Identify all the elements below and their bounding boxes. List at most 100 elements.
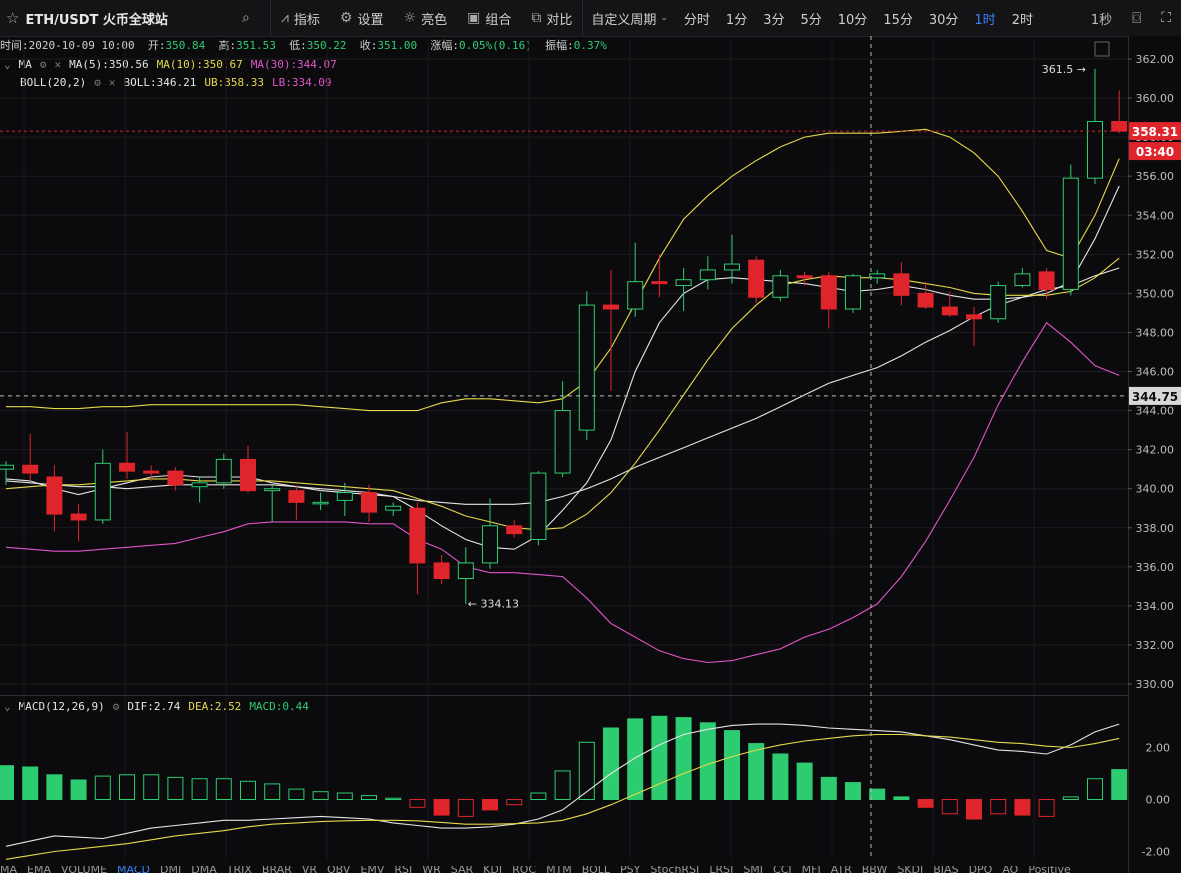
indicator-tab-29[interactable]: AO (1002, 866, 1019, 873)
gear-icon[interactable]: ⚙ (94, 75, 101, 89)
macd-bar (941, 799, 958, 815)
candle-body (869, 273, 886, 279)
indicator-tab-1[interactable]: EMA (27, 866, 51, 873)
macd-bar (409, 799, 426, 808)
period-tab-4[interactable]: 10分 (837, 12, 868, 28)
layout-button[interactable]: ▣ 组合 (457, 0, 521, 36)
macd-bar (0, 765, 14, 801)
layout-icon: ▣ (467, 10, 481, 26)
low-value: 350.22 (306, 39, 347, 52)
indicator-tab-2[interactable]: VOLUME (60, 866, 108, 873)
indicator-tab-4[interactable]: DMI (160, 866, 182, 873)
toolbar: ☆ ETH/USDT 火币全球站 ⌕ ⩘ 指标 ⚙ 设置 ☼ 亮色 ▣ 组合 ⧉… (0, 0, 1181, 37)
candle-body (1111, 121, 1128, 132)
boll-ub-value: UB:358.33 (204, 75, 264, 89)
macd-bar (288, 788, 305, 800)
indicator-tab-12[interactable]: WR (422, 866, 441, 873)
indicator-tab-0[interactable]: MA (0, 866, 18, 873)
indicator-tab-16[interactable]: MTM (546, 866, 572, 873)
layout-label: 组合 (485, 12, 512, 28)
refresh-rate[interactable]: 1秒 (1090, 12, 1113, 28)
indicator-tab-22[interactable]: CCI (773, 866, 792, 873)
candle-body (482, 525, 498, 564)
indicator-tab-23[interactable]: MFI (801, 866, 821, 873)
settings-button[interactable]: ⚙ 设置 (330, 0, 394, 36)
indicator-tab-28[interactable]: DPO (968, 866, 993, 873)
macd-bar (820, 776, 837, 801)
price-tick: 332.00 (1136, 639, 1175, 652)
indicator-tab-11[interactable]: RSI (394, 866, 413, 873)
macd-bar (1111, 769, 1128, 800)
indicator-tab-13[interactable]: SAR (450, 866, 474, 873)
screenshot-icon[interactable]: ⌼ (1132, 9, 1142, 27)
period-tab-7[interactable]: 1时 (974, 12, 996, 28)
macd-bar (215, 778, 232, 801)
close-icon[interactable]: ✕ (54, 57, 62, 71)
macd-bar (70, 779, 87, 800)
amplitude-label: 振幅: (545, 39, 574, 52)
macd-bar (869, 788, 886, 800)
indicator-tab-14[interactable]: KDJ (483, 866, 503, 873)
candle-body (917, 292, 934, 308)
indicator-tab-20[interactable]: LRSI (709, 866, 734, 873)
custom-period-dropdown[interactable]: 自定义周期 ⌄ (583, 0, 676, 36)
indicator-button[interactable]: ⩘ 指标 (271, 0, 330, 36)
collapse-icon[interactable]: ⌄ (4, 57, 11, 71)
indicator-tab-5[interactable]: DMA (191, 866, 217, 873)
current-price-badge (1129, 122, 1181, 141)
macd-bar (240, 780, 256, 800)
indicator-tab-10[interactable]: EMV (360, 866, 385, 873)
candle-body (796, 275, 813, 279)
compare-button[interactable]: ⧉ 对比 (521, 0, 582, 36)
ma30-value: MA(30):344.07 (250, 57, 337, 71)
star-icon[interactable]: ☆ (6, 9, 20, 27)
candle-body (22, 464, 39, 474)
indicator-tab-17[interactable]: BOLL (581, 866, 611, 873)
indicator-tab-15[interactable]: ROC (512, 866, 537, 873)
period-tab-3[interactable]: 5分 (800, 12, 822, 28)
period-tab-8[interactable]: 2时 (1011, 12, 1033, 28)
indicator-tab-3[interactable]: MACD (117, 866, 151, 873)
indicator-tab-24[interactable]: ATR (830, 866, 852, 873)
gear-icon[interactable]: ⚙ (112, 699, 120, 713)
candle-body (433, 562, 450, 580)
period-tab-2[interactable]: 3分 (763, 12, 785, 28)
period-tab-1[interactable]: 1分 (725, 12, 748, 28)
indicator-tab-19[interactable]: StochRSI (650, 866, 700, 873)
period-tab-0[interactable]: 分时 (683, 12, 710, 28)
macd-tick: -2.00 (1142, 846, 1170, 859)
indicator-tab-7[interactable]: BRAR (261, 866, 292, 873)
macd-bar (46, 774, 63, 800)
close-icon[interactable]: ✕ (108, 75, 116, 89)
candle-body (70, 513, 87, 521)
indicator-tab-30[interactable]: Positive (1028, 866, 1071, 873)
candle-body (845, 275, 861, 310)
indicator-tab-18[interactable]: PSY (620, 866, 641, 873)
candle-body (0, 464, 14, 470)
macd-bar (651, 715, 668, 800)
boll-mid-line (5, 267, 1120, 505)
period-tab-6[interactable]: 30分 (928, 12, 959, 28)
search-icon[interactable]: ⌕ (242, 10, 250, 26)
indicator-tab-21[interactable]: SMI (743, 866, 764, 873)
indicator-tab-25[interactable]: BBW (861, 866, 888, 873)
period-tab-5[interactable]: 15分 (883, 12, 913, 28)
indicator-tab-27[interactable]: BIAS (933, 866, 959, 873)
candle-body (312, 501, 329, 505)
collapse-icon[interactable]: ⌄ (4, 699, 11, 713)
candles (0, 68, 1128, 604)
light-theme-button[interactable]: ☼ 亮色 (394, 0, 458, 36)
symbol-title[interactable]: ☆ ETH/USDT 火币全球站 (0, 9, 242, 28)
gear-icon[interactable]: ⚙ (39, 57, 47, 71)
indicator-tab-8[interactable]: VR (301, 866, 317, 873)
macd-bar (772, 753, 789, 800)
macd-bar (990, 799, 1007, 815)
indicator-tab-26[interactable]: SKDJ (897, 866, 924, 873)
indicator-tab-6[interactable]: TRIX (226, 866, 252, 873)
macd-bar (1062, 796, 1079, 801)
low-label: 低: (289, 39, 307, 52)
indicator-tab-9[interactable]: OBV (327, 866, 351, 873)
boll-lower-line (5, 321, 1120, 664)
fullscreen-icon[interactable]: ⛶ (1161, 10, 1171, 26)
